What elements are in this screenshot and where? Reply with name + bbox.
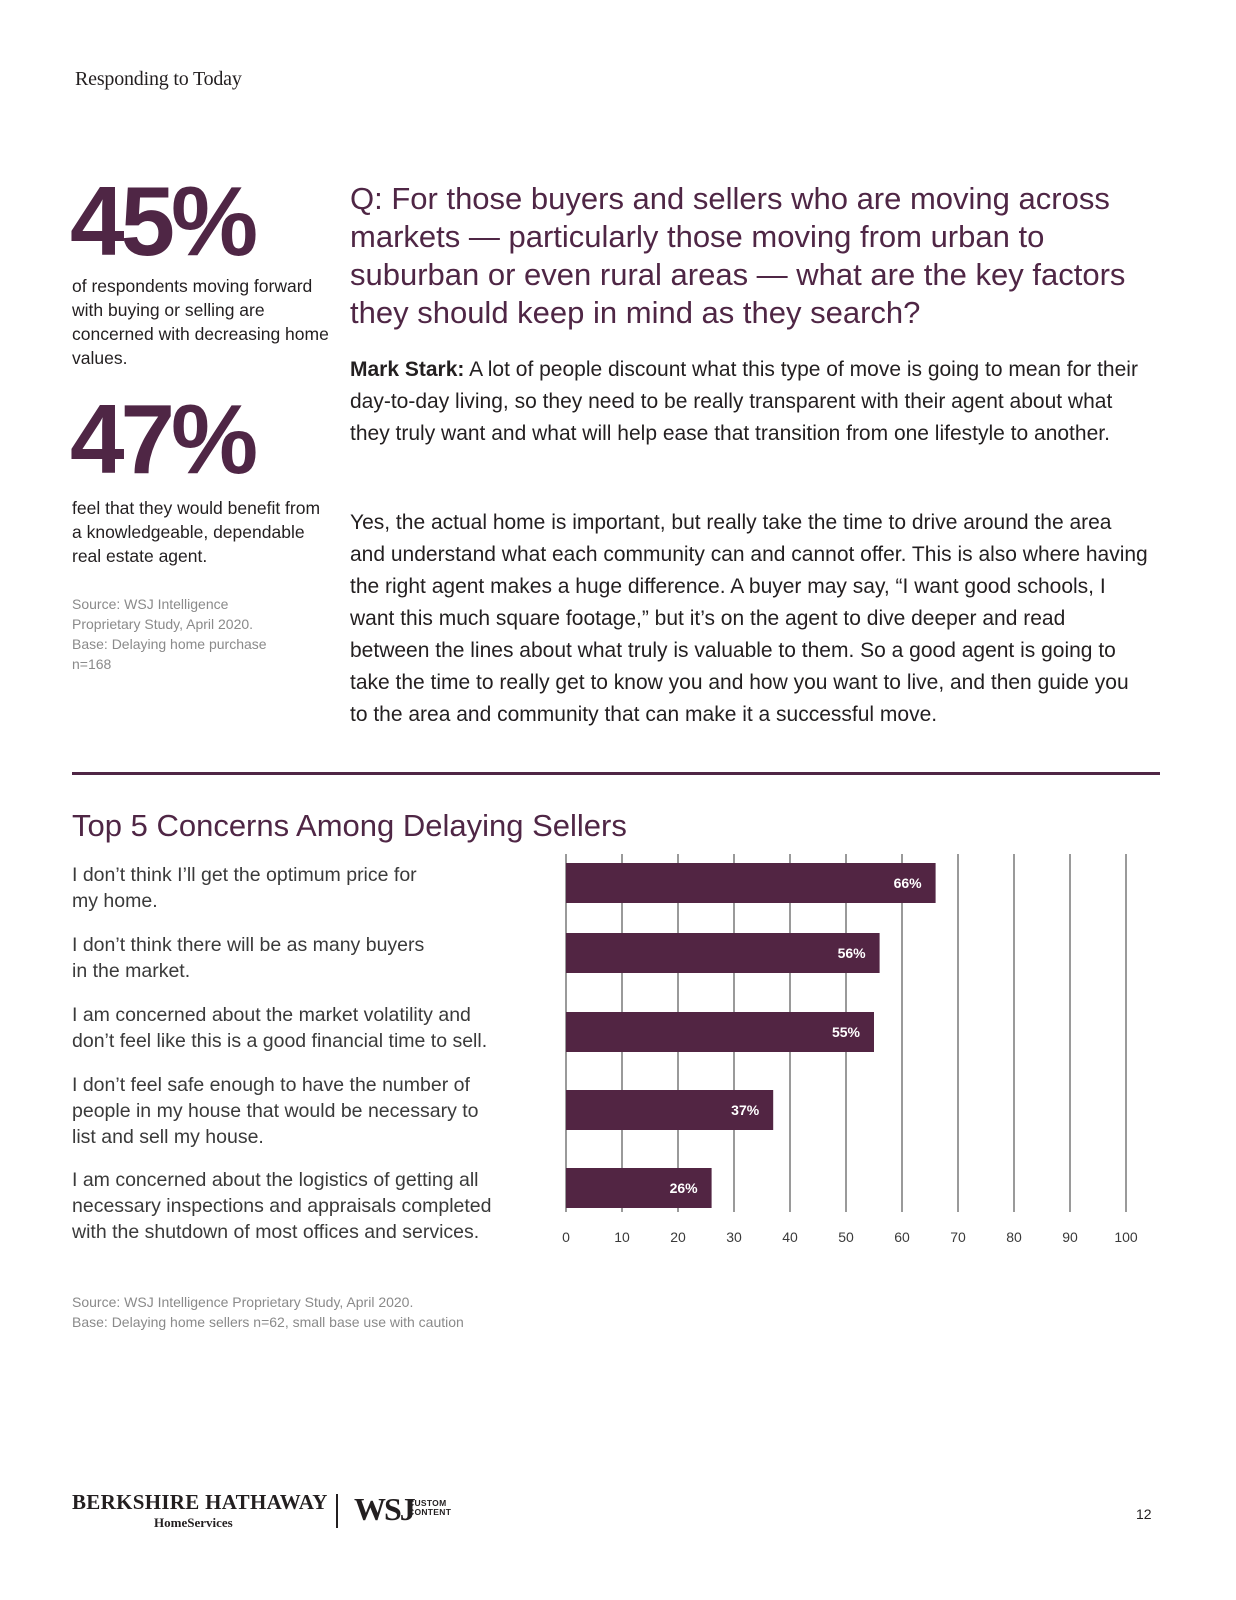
answer-paragraph-1: Mark Stark: A lot of people discount wha…	[350, 354, 1150, 450]
x-tick-label: 20	[670, 1229, 686, 1245]
concern-label-line: necessary inspections and appraisals com…	[72, 1195, 492, 1217]
concern-label: I don’t think I’ll get the optimum price…	[72, 862, 552, 914]
stats-source-line: Proprietary Study, April 2020.	[72, 616, 254, 632]
stats-source: Source: WSJ Intelligence Proprietary Stu…	[72, 594, 312, 674]
stats-source-line: Base: Delaying home purchase	[72, 636, 267, 652]
bar	[566, 863, 936, 903]
x-tick-label: 80	[1006, 1229, 1022, 1245]
x-tick-label: 40	[782, 1229, 798, 1245]
bar-value-label: 26%	[670, 1180, 699, 1196]
concern-label-line: I don’t think there will be as many buye…	[72, 934, 425, 956]
homeservices-logo: HomeServices	[154, 1515, 233, 1530]
bar-value-label: 55%	[832, 1024, 861, 1040]
x-tick-label: 70	[950, 1229, 966, 1245]
x-tick-label: 10	[614, 1229, 630, 1245]
concern-label-line: I don’t feel safe enough to have the num…	[72, 1074, 470, 1096]
stat-45-description: of respondents moving forward with buyin…	[72, 276, 329, 368]
concern-label-line: don’t feel like this is a good financial…	[72, 1030, 488, 1052]
concern-label: I am concerned about the logistics of ge…	[72, 1167, 552, 1245]
x-tick-label: 100	[1114, 1229, 1138, 1245]
x-tick-label: 60	[894, 1229, 910, 1245]
speaker-name: Mark Stark:	[350, 358, 465, 381]
stat-45-percent: 45%	[70, 166, 258, 276]
bar	[566, 1012, 874, 1052]
concern-label-line: my home.	[72, 890, 158, 912]
page-number: 12	[1136, 1506, 1152, 1522]
berkshire-hathaway-logo: BERKSHIRE HATHAWAY	[72, 1490, 328, 1514]
custom-content-line: CONTENT	[408, 1507, 452, 1517]
concern-label: I am concerned about the market volatili…	[72, 1002, 552, 1054]
concern-label-line: with the shutdown of most offices and se…	[72, 1221, 480, 1243]
concern-label-line: I am concerned about the logistics of ge…	[72, 1169, 479, 1191]
x-tick-label: 90	[1062, 1229, 1078, 1245]
section-divider	[72, 772, 1160, 775]
stat-47-description: feel that they would benefit from a know…	[72, 498, 321, 566]
bar	[566, 1090, 774, 1130]
x-tick-label: 30	[726, 1229, 742, 1245]
concern-label-line: people in my house that would be necessa…	[72, 1100, 479, 1122]
wsj-logo: WSJ	[354, 1491, 416, 1527]
bar-value-label: 66%	[894, 875, 923, 891]
interview-question: Q: For those buyers and sellers who are …	[350, 181, 1126, 330]
x-tick-label: 50	[838, 1229, 854, 1245]
bar-chart: 0 10 20 30 40 50 60 70 80 90 100 66% 56% 55% 37% 26%	[562, 854, 1138, 1245]
footer-divider	[336, 1494, 338, 1528]
bar-value-label: 37%	[731, 1102, 760, 1118]
chart-title: Top 5 Concerns Among Delaying Sellers	[72, 808, 627, 843]
stat-47-percent: 47%	[70, 384, 258, 494]
custom-content-logo: CUSTOM CONTENT	[408, 1499, 451, 1517]
concern-label-line: I don’t think I’ll get the optimum price…	[72, 864, 417, 886]
concern-label-line: I am concerned about the market volatili…	[72, 1004, 471, 1026]
stats-source-line: Source: WSJ Intelligence	[72, 596, 229, 612]
stats-source-line: n=168	[72, 656, 112, 672]
answer-text: A lot of people discount what this type …	[350, 358, 1138, 445]
bar	[566, 933, 880, 973]
concern-label: I don’t think there will be as many buye…	[72, 932, 552, 984]
concern-label-line: list and sell my house.	[72, 1126, 264, 1148]
chart-source: Source: WSJ Intelligence Proprietary Stu…	[72, 1292, 464, 1332]
concern-label: I don’t feel safe enough to have the num…	[72, 1072, 552, 1150]
chart-source-line: Base: Delaying home sellers n=62, small …	[72, 1314, 464, 1330]
bar	[566, 1168, 712, 1208]
answer-paragraph-2: Yes, the actual home is important, but r…	[350, 511, 1148, 726]
concern-label-line: in the market.	[72, 960, 191, 982]
x-tick-label: 0	[562, 1229, 570, 1245]
section-header: Responding to Today	[75, 68, 242, 90]
custom-content-line: CUSTOM	[408, 1498, 447, 1508]
bar-value-label: 56%	[838, 945, 867, 961]
chart-source-line: Source: WSJ Intelligence Proprietary Stu…	[72, 1294, 414, 1310]
